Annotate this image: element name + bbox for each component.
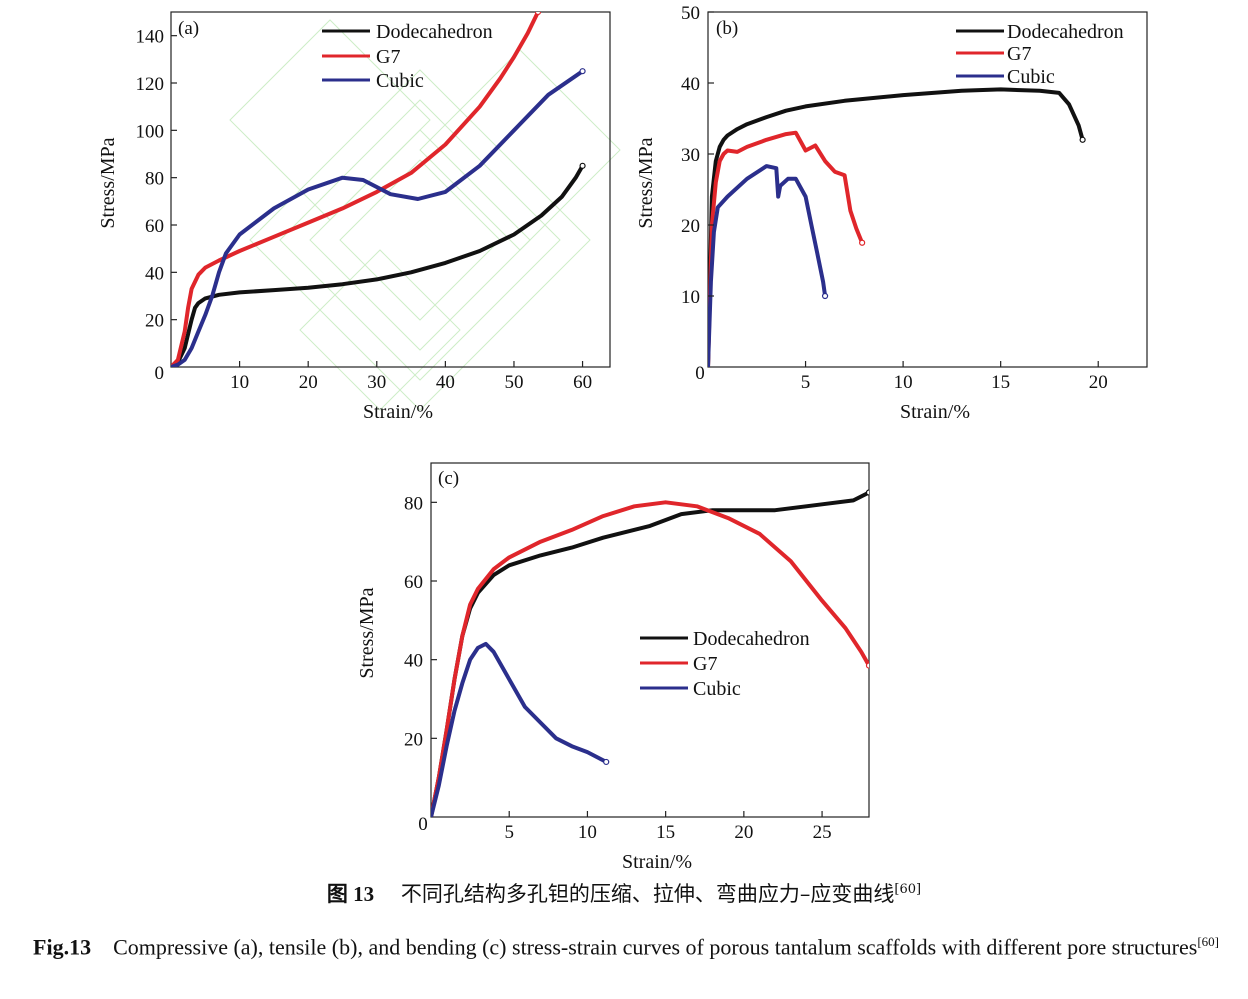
series-line-c-cubic [431, 641, 609, 817]
y-tick-label-a: 100 [136, 121, 165, 142]
x-tick-label-c: 10 [578, 822, 597, 843]
series-end-marker-a-cubic [579, 68, 586, 75]
y-axis-label-c: Stress/MPa [356, 587, 378, 678]
ticks-c: 5 10 15 20 25 20 40 60 80 [404, 493, 832, 843]
panel-label-b: (b) [716, 18, 738, 39]
x-tick-label-b: 20 [1089, 372, 1108, 393]
caption-en-text: Compressive (a), tensile (b), and bendin… [113, 934, 1198, 960]
y-tick-label-c: 80 [404, 493, 423, 514]
legend-label-b-cubic: Cubic [1007, 66, 1055, 88]
series-end-marker-b-g7 [859, 239, 866, 246]
x-tick-label-c: 20 [734, 822, 753, 843]
watermark-pattern [229, 19, 621, 411]
x-tick-label-a: 60 [573, 372, 592, 393]
chart-c: 5 10 15 20 25 20 40 60 80 (c) Strain/% Stress/MP… [356, 462, 870, 870]
y-tick-label-a: 80 [145, 169, 164, 190]
y-tick-label-b: 20 [681, 216, 700, 237]
x-tick-label-a: 10 [230, 372, 249, 393]
legend-label-c-cubic: Cubic [693, 678, 741, 700]
series-end-marker-c-dodecahedron [865, 489, 869, 496]
x-axis-label-b: Strain/% [900, 401, 970, 423]
legend-label-b-dodecahedron: Dodecahedron [1007, 21, 1124, 43]
x-tick-label-c: 5 [504, 822, 514, 843]
x-tick-label-b: 5 [801, 372, 811, 393]
caption-chinese: 图 13 不同孔结构多孔钽的压缩、拉伸、弯曲应力–应变曲线[60] [0, 878, 1248, 908]
legend-label-a-g7: G7 [376, 46, 400, 68]
series-group-c [431, 489, 869, 817]
ticks-a: 10 20 30 40 50 60 20 40 60 80 100 120 140 [136, 27, 593, 393]
x-tick-label-a: 40 [436, 372, 455, 393]
x-axis-label-c: Strain/% [622, 851, 692, 870]
legend-label-a-cubic: Cubic [376, 70, 424, 92]
caption-en-ref: [60] [1197, 934, 1219, 949]
y-tick-label-b: 30 [681, 145, 700, 166]
series-end-marker-a-g7 [534, 12, 542, 16]
x-tick-label-c: 25 [813, 822, 832, 843]
y-axis-label-a: Stress/MPa [97, 137, 119, 228]
y-tick-label-b: 40 [681, 74, 700, 95]
x-tick-label-b: 10 [894, 372, 913, 393]
caption-english: Fig.13 Compressive (a), tensile (b), and… [8, 922, 1244, 967]
series-line-a-g7 [171, 12, 540, 367]
x-tick-label-a: 30 [367, 372, 386, 393]
series-end-marker-b-cubic [821, 292, 829, 300]
legend-label-a-dodecahedron: Dodecahedron [376, 21, 493, 43]
series-group-a [171, 12, 586, 367]
series-end-marker-c-cubic [603, 758, 610, 766]
ticks-b: 5 10 15 20 10 20 30 40 50 [681, 3, 1108, 393]
plot-frame-c [430, 462, 870, 818]
legend-label-c-g7: G7 [693, 653, 717, 675]
y-tick-label-c: 20 [404, 729, 423, 750]
caption-en-label: Fig.13 [33, 934, 92, 960]
x-tick-label-b: 15 [991, 372, 1010, 393]
legend-label-c-dodecahedron: Dodecahedron [693, 628, 810, 650]
y-tick-label-a: 20 [145, 311, 164, 332]
caption-cn-ref: [60] [894, 882, 922, 897]
origin-label-b: 0 [695, 363, 705, 384]
x-axis-label-a: Strain/% [363, 401, 433, 423]
y-axis-label-b: Stress/MPa [635, 137, 657, 228]
x-tick-label-c: 15 [656, 822, 675, 843]
series-end-marker-c-g7 [865, 662, 869, 669]
legend-b: Dodecahedron G7 Cubic [956, 21, 1124, 88]
series-group-b [708, 87, 1086, 367]
series-end-marker-b-dodecahedron [1079, 136, 1086, 143]
series-line-b-dodecahedron [708, 87, 1085, 367]
y-tick-label-c: 40 [404, 651, 423, 672]
caption-cn-text: 不同孔结构多孔钽的压缩、拉伸、弯曲应力–应变曲线 [400, 882, 895, 906]
x-tick-label-a: 20 [299, 372, 318, 393]
legend-label-b-g7: G7 [1007, 43, 1031, 65]
y-tick-label-b: 50 [681, 3, 700, 24]
y-tick-label-c: 60 [404, 572, 423, 593]
y-tick-label-b: 10 [681, 287, 700, 308]
series-end-marker-a-dodecahedron [579, 162, 586, 169]
caption-cn-label: 图 13 [326, 882, 375, 906]
y-tick-label-a: 40 [145, 263, 164, 284]
origin-label-c: 0 [418, 814, 428, 835]
x-tick-label-a: 50 [504, 372, 523, 393]
panel-label-c: (c) [438, 468, 459, 489]
panel-label-a: (a) [178, 18, 199, 39]
series-line-a-cubic [171, 69, 585, 367]
origin-label-a: 0 [155, 363, 165, 384]
series-line-b-g7 [708, 130, 865, 367]
series-line-b-cubic [708, 164, 828, 367]
y-tick-label-a: 60 [145, 216, 164, 237]
chart-b: 5 10 15 20 10 20 30 40 50 (b) Strain/% Stress/MP… [635, 3, 1148, 423]
series-line-c-g7 [431, 500, 869, 817]
chart-a: 10 20 30 40 50 60 20 40 60 80 100 120 140 (a) Strain… [97, 11, 611, 423]
y-tick-label-a: 140 [136, 27, 165, 48]
series-line-a-dodecahedron [171, 163, 585, 367]
plot-frame-b [707, 11, 1148, 368]
y-tick-label-a: 120 [136, 74, 165, 95]
legend-a: Dodecahedron G7 Cubic [322, 21, 493, 92]
plot-frame-a [170, 11, 611, 368]
legend-c: Dodecahedron G7 Cubic [640, 628, 810, 700]
